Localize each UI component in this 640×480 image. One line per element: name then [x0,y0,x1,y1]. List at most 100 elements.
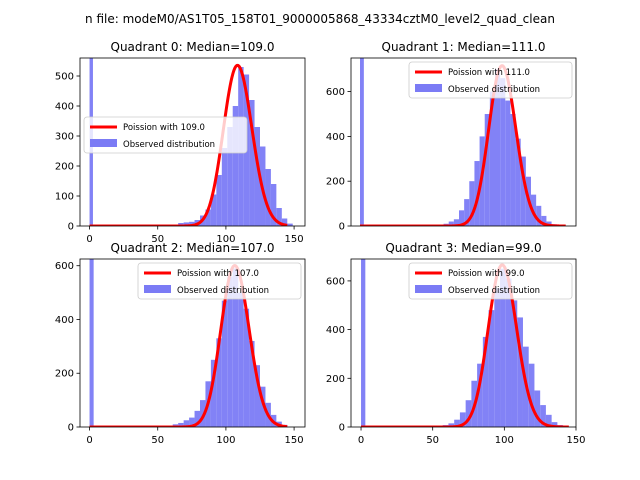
histogram-bar [477,363,483,427]
histogram-bar [484,114,490,226]
histogram-bar [511,300,518,427]
histogram-bar [464,199,470,226]
histogram-bar [505,100,511,226]
histogram-bar [265,169,271,226]
x-tick-label: 150 [285,234,304,245]
histogram-bar [216,175,222,226]
histogram-bar [238,292,244,427]
histogram-bar [194,410,200,427]
y-tick-label: 200 [55,369,74,380]
axes-frame [350,57,577,227]
y-tick-label: 100 [55,192,74,203]
legend-label: Poission with 109.0 [123,123,205,133]
axes-frame [350,258,577,428]
x-tick-label: 150 [566,435,585,446]
y-tick-label: 400 [326,132,345,143]
legend-label: Poission with 107.0 [177,269,259,279]
x-tick-label: 50 [151,435,164,446]
plot-area [360,259,570,427]
poisson-fit-line [359,64,567,226]
y-tick-label: 600 [55,261,74,272]
histogram-bar [505,278,512,427]
y-tick-label: 500 [55,72,74,83]
chart-panel-1: 0 200 400 600 Quadrant 1: Median=111.0 Poissi… [326,40,577,233]
histogram-bar [448,423,455,427]
x-tick-label: 100 [495,435,514,446]
legend: Poission with 111.0 Observed distribution [408,61,573,99]
histogram-bar [221,148,228,226]
histogram-bar [210,359,217,427]
histogram-bar [500,78,506,226]
x-tick-label: 0 [358,435,364,446]
legend-box [137,262,302,300]
x-tick-label: 0 [86,435,92,446]
x-tick-label: 150 [285,435,304,446]
histogram-bar [243,308,250,427]
y-tick-label: 200 [55,162,74,173]
histogram-bar [500,268,506,427]
y-tick-label: 200 [326,374,345,385]
histogram-bar [541,215,547,226]
histogram-bar [465,400,472,427]
histogram-bar [528,363,535,427]
legend-bar-swatch [415,285,442,293]
y-tick-label: 0 [339,222,345,233]
y-tick-label: 600 [326,276,345,287]
legend-label: Observed distribution [448,286,540,296]
y-tick-label: 400 [55,315,74,326]
histogram-bar [287,223,293,226]
histogram-bar [270,184,277,226]
chart-panel-3: 0 200 400 600 0 50 100 150 Quadrant 3: Median=99… [326,241,586,446]
histogram-bar [546,221,552,226]
histogram-bar [361,259,366,427]
histogram-bar [200,400,206,427]
legend: Poission with 109.0 Observed distribution [83,116,248,154]
histogram-bar [232,106,239,226]
chart-panel-2: 0 200 400 600 0 50 100 150 Quadrant 2: Median=10… [55,241,306,446]
chart-panel-0: 0 100 200 300 400 500 0 50 100 150 Quadrant 0: Med… [55,40,306,245]
histogram-bar [453,219,459,226]
legend-label: Observed distribution [448,85,540,95]
figure-title: n file: modeM0/AS1T05_158T01_9000005868_… [85,12,555,26]
histogram-bar [232,268,239,427]
x-tick-label: 50 [426,435,439,446]
histogram-bar [448,221,454,226]
panel-title: Quadrant 1: Median=111.0 [382,40,546,54]
y-tick-label: 600 [326,87,345,98]
histogram-bar [260,386,266,427]
histogram-bar [249,100,255,226]
legend-box [83,116,248,154]
histogram-bar [495,69,501,226]
histogram-bar [89,259,94,427]
legend-box [408,262,573,300]
histogram-bar [254,127,260,226]
histogram-bar [216,338,222,427]
legend-label: Observed distribution [123,140,215,150]
histogram-bar [545,414,552,427]
x-tick-label: 100 [216,435,235,446]
legend: Poission with 99.0 Observed distribution [408,262,573,300]
poisson-fit-line [360,263,570,427]
histogram-bar [276,208,282,226]
panel-title: Quadrant 0: Median=109.0 [111,40,275,54]
histogram-bar [360,58,364,226]
histogram-bar [551,422,558,427]
histogram-bar [520,156,526,226]
histogram-bar [178,422,184,427]
histogram-bar [494,288,501,427]
x-tick-label: 50 [151,234,164,245]
y-tick-label: 0 [68,222,74,233]
histogram-bar [517,317,523,427]
histogram-bar [534,390,541,427]
axes-frame [79,258,306,428]
histogram-bar [459,412,466,427]
y-tick-label: 300 [55,132,74,143]
histogram-bar [489,91,495,226]
plot-area [359,58,567,226]
histogram-bar [536,205,542,226]
histogram-bar [454,419,460,427]
legend-box [408,61,573,99]
histogram-bar [474,161,480,226]
y-tick-label: 400 [55,102,74,113]
